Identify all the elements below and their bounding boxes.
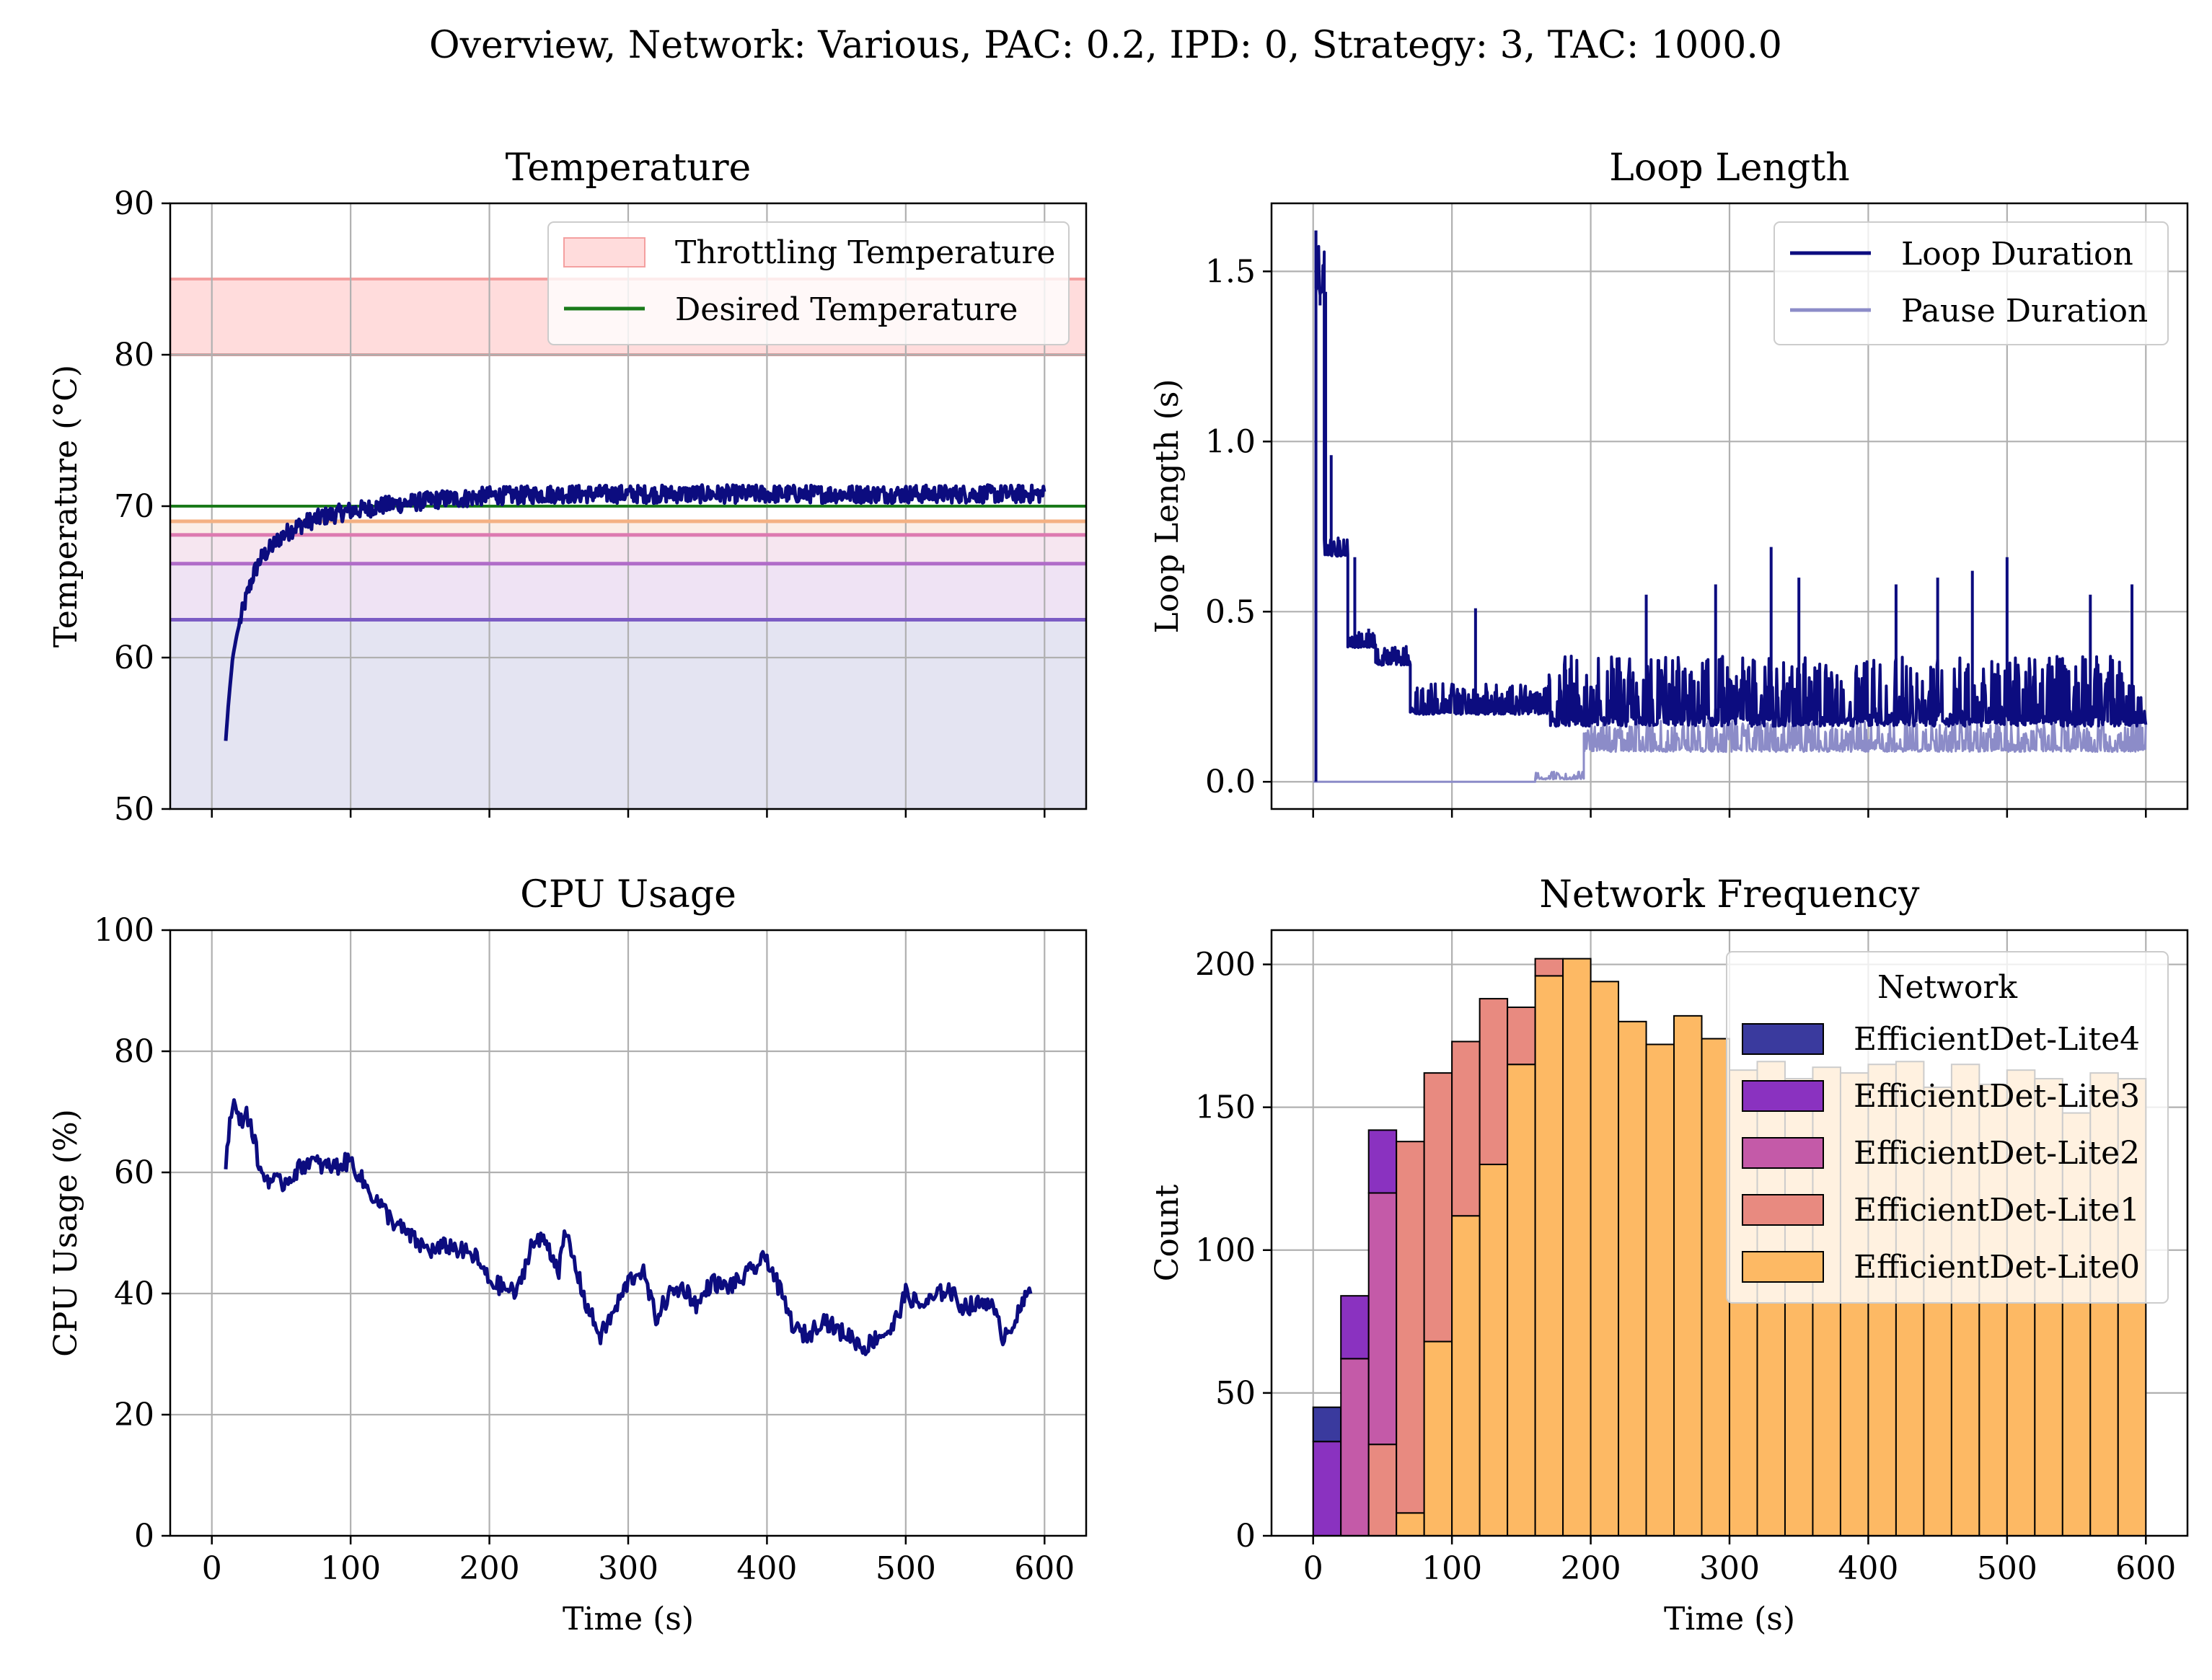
legend-label-efficientdet-lite1: EfficientDet-Lite1 xyxy=(1854,1192,2140,1229)
cpu-xtick-label-1: 100 xyxy=(320,1550,381,1587)
legend-pause-label: Pause Duration xyxy=(1901,293,2148,330)
loop-ytick-label-3: 1.5 xyxy=(1205,253,1256,290)
loop-title: Loop Length xyxy=(1609,146,1849,190)
legend-swatch-efficientdet-lite2 xyxy=(1742,1137,1824,1169)
legend-label-efficientdet-lite4: EfficientDet-Lite4 xyxy=(1854,1021,2140,1058)
legend-label-efficientdet-lite3: EfficientDet-Lite3 xyxy=(1854,1078,2140,1115)
legend-loop-label: Loop Duration xyxy=(1901,236,2133,273)
bar-efficientdet-lite0-bin-7 xyxy=(1507,1064,1536,1536)
network-legend xyxy=(1726,951,2169,1304)
bar-efficientdet-lite1-bin-7 xyxy=(1507,1006,1536,1066)
net-xlabel: Time (s) xyxy=(1664,1601,1795,1637)
temp-legend xyxy=(547,221,1070,345)
loop-ytick-label-1: 0.5 xyxy=(1205,593,1256,630)
net-xtick-label-2: 200 xyxy=(1561,1550,1621,1587)
cpu-xtick-label-3: 300 xyxy=(598,1550,658,1587)
cpu-xtick-label-2: 200 xyxy=(459,1550,520,1587)
bar-efficientdet-lite2-bin-2 xyxy=(1367,1192,1398,1446)
bar-efficientdet-lite0-bin-6 xyxy=(1479,1163,1509,1536)
bar-efficientdet-lite0-bin-4 xyxy=(1423,1340,1453,1536)
bar-efficientdet-lite0-bin-14 xyxy=(1701,1038,1730,1536)
bar-efficientdet-lite1-bin-8 xyxy=(1534,958,1564,977)
temp-ytick-label-4: 90 xyxy=(114,185,154,222)
bar-efficientdet-lite0-bin-11 xyxy=(1618,1020,1647,1536)
net-xtick-label-5: 500 xyxy=(1977,1550,2037,1587)
net-xtick-label-0: 0 xyxy=(1303,1550,1323,1587)
temp-ylabel: Temperature (°C) xyxy=(48,365,84,647)
temp-ytick-label-2: 70 xyxy=(114,488,154,525)
figure-suptitle: Overview, Network: Various, PAC: 0.2, IP… xyxy=(429,24,1782,67)
network-frequency-panel: 0 100 200 300 400 500 600 0 50 100 150 200 Network F… xyxy=(1149,873,2189,1637)
cpu-title: CPU Usage xyxy=(520,873,736,916)
bar-efficientdet-lite4-bin-0 xyxy=(1312,1406,1342,1443)
cpu-ytick-label-4: 80 xyxy=(114,1033,154,1070)
cpu-xtick-label-6: 600 xyxy=(1014,1550,1075,1587)
cpu-usage-plot-area xyxy=(170,930,1086,1536)
net-xtick-label-1: 100 xyxy=(1422,1550,1482,1587)
loop-ytick-label-0: 0.0 xyxy=(1205,764,1256,800)
temp-ytick-label-3: 80 xyxy=(114,337,154,373)
temperature-panel: 50 60 70 80 90 Temperature Temperature (°C) Thr… xyxy=(48,146,1088,828)
legend-swatch-efficientdet-lite0 xyxy=(1742,1251,1824,1283)
bar-efficientdet-lite0-bin-3 xyxy=(1396,1512,1425,1536)
bar-efficientdet-lite3-bin-1 xyxy=(1340,1295,1370,1360)
legend-desired-label: Desired Temperature xyxy=(675,291,1018,328)
cpu-xtick-label-4: 400 xyxy=(736,1550,797,1587)
legend-label-efficientdet-lite2: EfficientDet-Lite2 xyxy=(1854,1135,2140,1172)
cpu-ytick-label-2: 40 xyxy=(114,1276,154,1312)
cpu-xtick-label-5: 500 xyxy=(876,1550,936,1587)
temp-title: Temperature xyxy=(506,146,752,190)
net-xtick-label-4: 400 xyxy=(1838,1550,1898,1587)
legend-throttling-swatch xyxy=(563,237,645,268)
bar-efficientdet-lite1-bin-3 xyxy=(1396,1141,1425,1514)
cpu-ytick-label-1: 20 xyxy=(114,1397,154,1433)
bar-efficientdet-lite1-bin-4 xyxy=(1423,1072,1453,1343)
net-ytick-label-3: 150 xyxy=(1195,1089,1256,1126)
bar-efficientdet-lite3-bin-2 xyxy=(1367,1129,1398,1194)
net-ytick-label-4: 200 xyxy=(1195,947,1256,983)
net-xtick-label-6: 600 xyxy=(2115,1550,2176,1587)
loop-legend xyxy=(1773,221,2169,345)
net-ytick-label-0: 0 xyxy=(1235,1518,1256,1555)
cpu-usage-panel: 0 100 200 300 400 500 600 0 20 40 60 80 100 CPU Usage… xyxy=(48,873,1088,1637)
cpu-usage-line xyxy=(224,1098,1033,1356)
bar-efficientdet-lite0-bin-12 xyxy=(1645,1043,1675,1536)
temp-ytick-label-0: 50 xyxy=(114,791,154,828)
bar-efficientdet-lite0-bin-10 xyxy=(1590,981,1620,1536)
net-ylabel: Count xyxy=(1149,1184,1186,1281)
bar-efficientdet-lite0-bin-5 xyxy=(1451,1215,1481,1536)
temp-ytick-label-1: 60 xyxy=(114,640,154,676)
bar-efficientdet-lite0-bin-13 xyxy=(1673,1014,1703,1536)
net-ytick-label-2: 100 xyxy=(1195,1232,1256,1269)
cpu-ytick-label-0: 0 xyxy=(134,1518,154,1555)
bar-efficientdet-lite0-bin-8 xyxy=(1534,975,1564,1536)
bar-efficientdet-lite2-bin-1 xyxy=(1340,1358,1370,1536)
pause-duration-line xyxy=(1313,719,2147,783)
bar-efficientdet-lite1-bin-5 xyxy=(1451,1040,1481,1217)
bar-efficientdet-lite3-bin-0 xyxy=(1312,1441,1342,1536)
loop-length-panel: 0.0 0.5 1.0 1.5 Loop Length Loop Length (s) Lo… xyxy=(1149,146,2189,818)
loop-ytick-label-2: 1.0 xyxy=(1205,423,1256,460)
cpu-xlabel: Time (s) xyxy=(563,1601,694,1637)
net-xtick-label-3: 300 xyxy=(1699,1550,1760,1587)
temperature-line xyxy=(224,483,1046,741)
legend-swatch-efficientdet-lite1 xyxy=(1742,1194,1824,1226)
bar-efficientdet-lite1-bin-2 xyxy=(1367,1444,1398,1536)
bar-efficientdet-lite1-bin-6 xyxy=(1479,998,1509,1165)
net-ytick-label-1: 50 xyxy=(1215,1375,1256,1412)
loop-ylabel: Loop Length (s) xyxy=(1149,379,1186,633)
bar-efficientdet-lite0-bin-9 xyxy=(1562,958,1592,1536)
cpu-ytick-label-5: 100 xyxy=(94,912,154,949)
cpu-ylabel: CPU Usage (%) xyxy=(48,1109,84,1357)
legend-label-efficientdet-lite0: EfficientDet-Lite0 xyxy=(1854,1249,2140,1286)
cpu-ytick-label-3: 60 xyxy=(114,1154,154,1191)
cpu-xtick-label-0: 0 xyxy=(202,1550,222,1587)
legend-swatch-efficientdet-lite4 xyxy=(1742,1023,1824,1055)
net-title: Network Frequency xyxy=(1539,873,1920,916)
legend-throttling-label: Throttling Temperature xyxy=(675,234,1055,271)
network-legend-title: Network xyxy=(1877,969,2017,1006)
legend-swatch-efficientdet-lite3 xyxy=(1742,1080,1824,1112)
